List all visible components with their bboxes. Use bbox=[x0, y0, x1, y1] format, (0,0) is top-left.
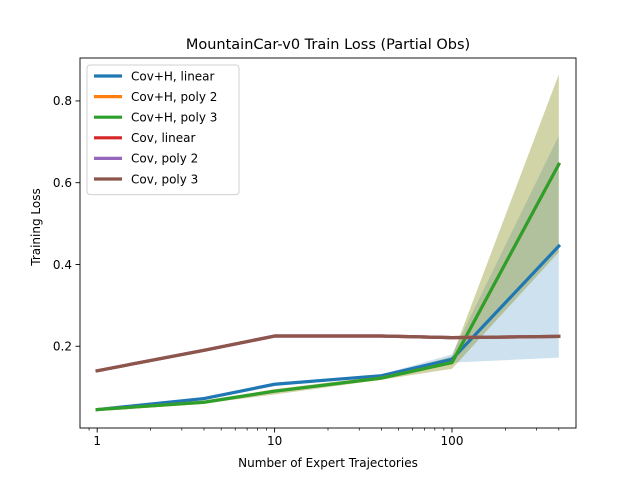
legend-label-6: Cov, poly 3 bbox=[131, 172, 198, 186]
legend: Cov+H, linear Cov+H, poly 2 Cov+H, poly 3 C… bbox=[86, 64, 240, 196]
legend-label-1: Cov+H, linear bbox=[131, 69, 215, 83]
legend-label-4: Cov, linear bbox=[131, 131, 195, 145]
legend-box bbox=[86, 64, 240, 196]
y-tick-label-3: 0.6 bbox=[53, 176, 72, 190]
series-line-6 bbox=[95, 334, 561, 373]
series-line-3 bbox=[95, 162, 561, 412]
chart-title: MountainCar-v0 Train Loss (Partial Obs) bbox=[186, 37, 470, 53]
x-tick-label-2: 10 bbox=[267, 434, 282, 448]
y-tick-label-4: 0.8 bbox=[53, 94, 72, 108]
x-tick-label-3: 100 bbox=[441, 434, 464, 448]
x-tick-label-1: 1 bbox=[93, 434, 101, 448]
series-line-1 bbox=[95, 243, 562, 412]
ticks: 1 10 100 0.2 0.4 0.6 0.8 bbox=[53, 94, 560, 448]
x-axis-label: Number of Expert Trajectories bbox=[238, 456, 418, 470]
y-tick-label-2: 0.4 bbox=[53, 258, 72, 272]
y-tick-label-1: 0.2 bbox=[53, 340, 72, 354]
legend-label-3: Cov+H, poly 3 bbox=[131, 111, 217, 125]
series-lines bbox=[95, 162, 562, 412]
legend-label-5: Cov, poly 2 bbox=[131, 152, 198, 166]
legend-label-2: Cov+H, poly 2 bbox=[131, 90, 217, 104]
y-axis-label: Training Loss bbox=[29, 188, 43, 266]
